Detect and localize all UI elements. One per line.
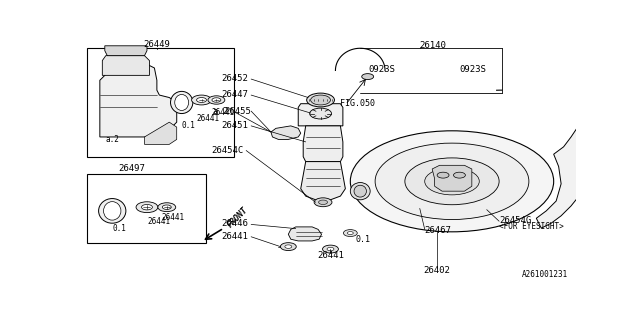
Polygon shape: [102, 56, 150, 75]
Text: 0.1: 0.1: [112, 224, 126, 233]
Ellipse shape: [170, 92, 193, 114]
Circle shape: [425, 168, 479, 195]
Circle shape: [362, 74, 374, 80]
Text: 0.1: 0.1: [182, 121, 196, 130]
Polygon shape: [432, 165, 472, 191]
FancyBboxPatch shape: [88, 48, 234, 157]
Text: FIG.050: FIG.050: [340, 99, 376, 108]
Text: 26441: 26441: [211, 108, 235, 117]
Circle shape: [350, 131, 554, 232]
Circle shape: [319, 200, 328, 204]
Polygon shape: [145, 122, 177, 144]
Circle shape: [440, 175, 465, 188]
Circle shape: [454, 172, 465, 178]
Circle shape: [196, 98, 207, 102]
Circle shape: [141, 204, 152, 210]
Circle shape: [280, 243, 296, 251]
Text: a.2: a.2: [212, 107, 229, 116]
Polygon shape: [303, 126, 343, 162]
Circle shape: [307, 93, 335, 107]
Text: 26402: 26402: [424, 266, 451, 275]
Text: a.2: a.2: [106, 135, 119, 144]
Text: 26451: 26451: [222, 121, 249, 130]
Text: 26454C: 26454C: [211, 146, 244, 155]
Circle shape: [191, 95, 211, 105]
Text: 0923S: 0923S: [369, 65, 396, 74]
Text: 26441: 26441: [196, 114, 220, 123]
Text: 26454G: 26454G: [499, 216, 531, 225]
Circle shape: [348, 232, 353, 235]
Text: <FOR EYESIGHT>: <FOR EYESIGHT>: [499, 222, 564, 231]
Text: FRONT: FRONT: [227, 205, 250, 229]
Circle shape: [375, 143, 529, 220]
Text: 0.1: 0.1: [355, 235, 371, 244]
Ellipse shape: [350, 182, 370, 200]
Circle shape: [344, 230, 357, 236]
Polygon shape: [301, 162, 346, 200]
Text: A261001231: A261001231: [522, 270, 568, 279]
Text: 26497: 26497: [118, 164, 145, 173]
Circle shape: [323, 245, 339, 253]
Circle shape: [285, 245, 292, 248]
Circle shape: [437, 172, 449, 178]
Text: 26441: 26441: [317, 251, 344, 260]
Polygon shape: [105, 46, 147, 56]
Polygon shape: [100, 63, 177, 137]
Text: 26441: 26441: [222, 232, 249, 241]
Text: 26447: 26447: [222, 90, 249, 99]
Text: 26452: 26452: [222, 74, 249, 83]
Text: 26467: 26467: [425, 226, 452, 235]
Circle shape: [310, 108, 332, 119]
Text: 26441: 26441: [147, 218, 170, 227]
Circle shape: [212, 98, 221, 102]
Text: 26455: 26455: [224, 107, 251, 116]
Circle shape: [158, 203, 176, 212]
Polygon shape: [271, 126, 301, 140]
Circle shape: [208, 96, 225, 104]
Polygon shape: [288, 227, 321, 241]
Text: 26449: 26449: [143, 40, 170, 49]
Polygon shape: [536, 122, 584, 228]
Polygon shape: [298, 104, 343, 126]
Ellipse shape: [104, 202, 121, 220]
Text: 26446: 26446: [222, 220, 249, 228]
Text: 26441: 26441: [162, 212, 185, 221]
Text: 26140: 26140: [420, 41, 447, 50]
Text: 0923S: 0923S: [460, 65, 486, 74]
Circle shape: [327, 247, 334, 251]
Circle shape: [314, 198, 332, 207]
Circle shape: [310, 95, 330, 105]
Ellipse shape: [175, 94, 189, 110]
Circle shape: [163, 205, 172, 209]
FancyBboxPatch shape: [88, 174, 207, 243]
Ellipse shape: [354, 185, 367, 197]
Circle shape: [405, 158, 499, 205]
Ellipse shape: [99, 198, 126, 223]
Circle shape: [136, 202, 158, 212]
